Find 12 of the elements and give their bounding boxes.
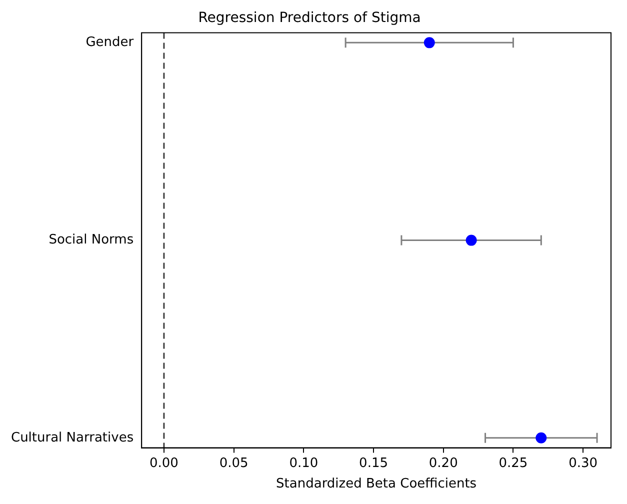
- y-tick-label: Cultural Narratives: [10, 430, 134, 446]
- y-tick-label: Gender: [86, 35, 134, 50]
- x-tick-label: 0.25: [498, 456, 528, 471]
- y-tick-label: Social Norms: [48, 232, 134, 248]
- x-tick-label: 0.05: [219, 456, 248, 471]
- x-tick-label: 0.00: [149, 456, 178, 471]
- x-tick-label: 0.10: [289, 456, 318, 471]
- x-tick-label: 0.15: [359, 456, 388, 471]
- x-tick-label: 0.20: [428, 456, 458, 471]
- x-axis-title: Standardized Beta Coefficients: [276, 476, 477, 492]
- chart-title: Regression Predictors of Stigma: [198, 10, 421, 26]
- x-tick-label: 0.30: [568, 456, 598, 471]
